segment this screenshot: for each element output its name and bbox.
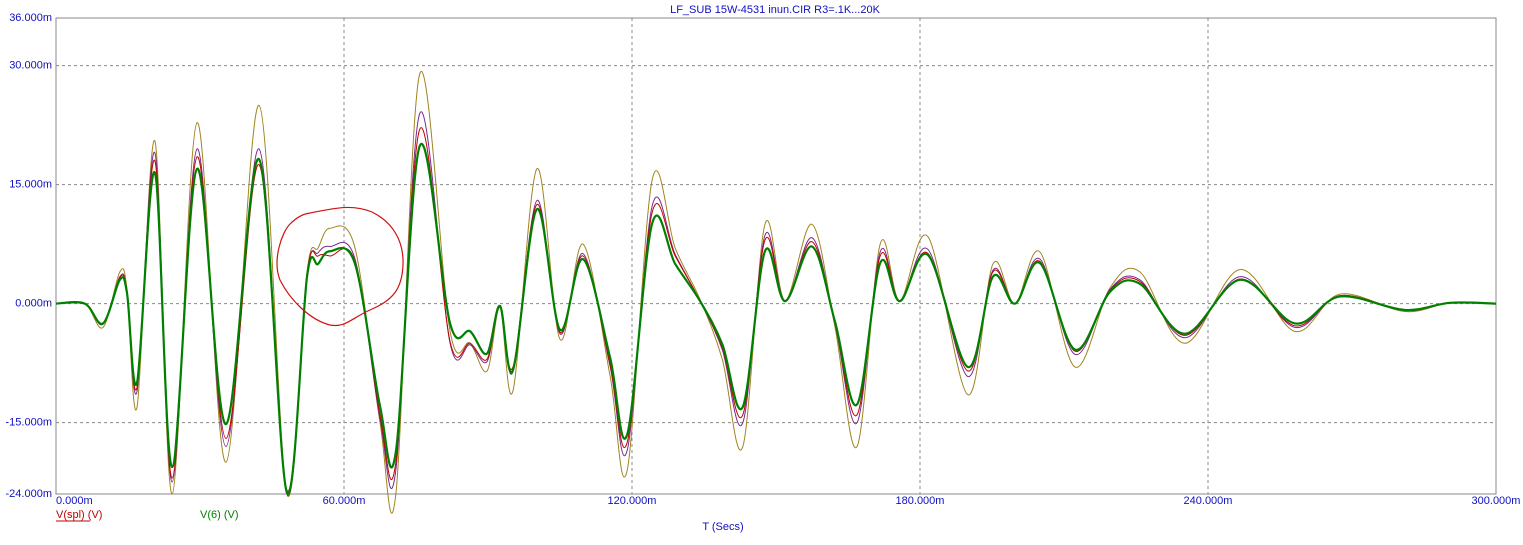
y-tick-label: 36.000m bbox=[9, 12, 52, 24]
x-axis-label: T (Secs) bbox=[702, 521, 743, 533]
x-tick-label: 60.000m bbox=[323, 495, 366, 507]
y-tick-label: 30.000m bbox=[9, 60, 52, 72]
legend-label: V(spl) (V) bbox=[56, 509, 102, 521]
x-tick-label: 240.000m bbox=[1184, 495, 1233, 507]
x-tick-label: 120.000m bbox=[608, 495, 657, 507]
y-tick-label: 15.000m bbox=[9, 179, 52, 191]
plot-layer: 36.000m 30.000m 15.000m 0.000m -15.000m -24.0… bbox=[6, 12, 1521, 514]
chart-title: LF_SUB 15W-4531 inun.CIR R3=.1K...20K bbox=[670, 4, 880, 16]
legend-label: V(6) (V) bbox=[200, 509, 239, 521]
y-tick-label: 0.000m bbox=[15, 298, 52, 310]
annotation-circle bbox=[276, 206, 404, 327]
y-tick-label: -15.000m bbox=[6, 417, 52, 429]
x-tick-label: 0.000m bbox=[56, 495, 93, 507]
x-tick-label: 180.000m bbox=[896, 495, 945, 507]
series-line bbox=[55, 142, 1497, 495]
y-tick-label: -24.000m bbox=[6, 488, 52, 500]
x-tick-label: 300.000m bbox=[1472, 495, 1521, 507]
